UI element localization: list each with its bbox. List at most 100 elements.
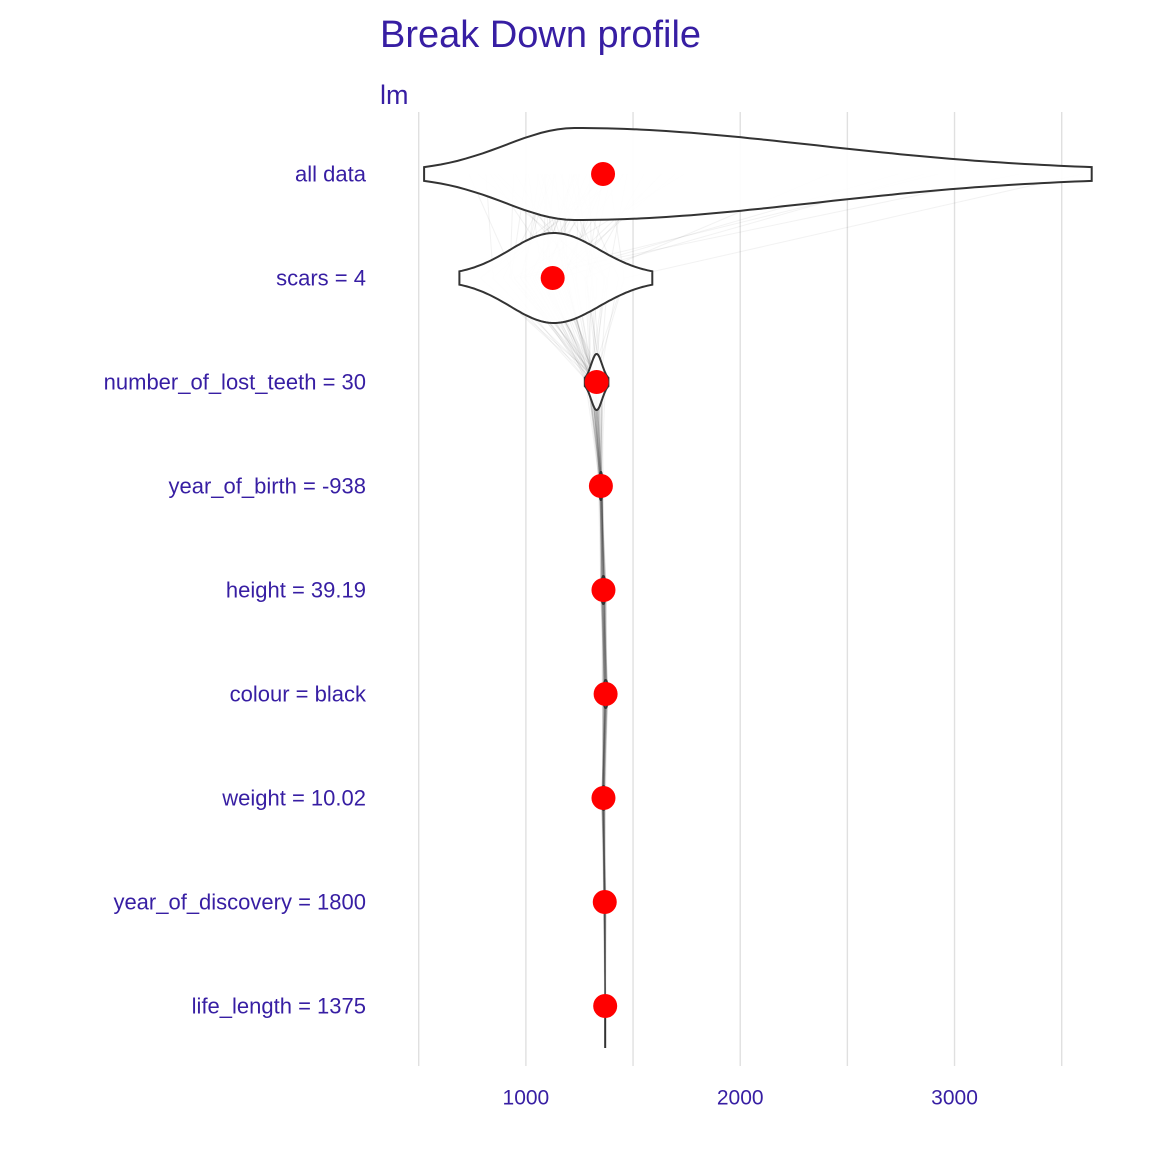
observation-path (603, 797, 607, 903)
grid-lines (418, 112, 1063, 1066)
observation-path (602, 693, 605, 799)
observation-path (600, 485, 604, 591)
observation-path (602, 797, 606, 903)
observation-path (602, 589, 608, 695)
y-tick-label: number_of_lost_teeth = 30 (104, 370, 366, 395)
observation-path (603, 901, 606, 1007)
observation-path (598, 485, 606, 591)
observation-path (601, 797, 605, 903)
observation-path (599, 485, 603, 591)
observation-path (601, 693, 606, 799)
observation-path (601, 589, 609, 695)
observation-path (599, 485, 606, 591)
observation-path (602, 589, 605, 695)
observation-path (600, 485, 607, 591)
observation-path (601, 485, 605, 591)
observation-path (605, 589, 608, 695)
observation-path (600, 485, 607, 591)
observation-path (604, 901, 606, 1007)
observation-path (603, 797, 607, 903)
observation-path (599, 485, 608, 591)
observation-path (602, 693, 606, 799)
observation-path (602, 797, 605, 903)
observation-path (603, 901, 606, 1007)
observation-path (601, 485, 605, 591)
observation-path (603, 901, 606, 1007)
observation-path (602, 693, 605, 799)
observation-path (601, 485, 604, 591)
observation-path (587, 381, 601, 487)
observation-path (602, 797, 606, 903)
observation-path (602, 797, 606, 903)
observation-path (602, 797, 606, 903)
observation-path (599, 485, 606, 591)
y-tick-label: year_of_birth = -938 (168, 474, 366, 499)
mean-point (540, 266, 565, 290)
observation-path (599, 485, 602, 591)
observation-path (602, 693, 606, 799)
y-tick-label: scars = 4 (276, 266, 366, 291)
observation-path (599, 485, 603, 591)
observation-path (601, 693, 608, 799)
observation-path (602, 797, 606, 903)
observation-path (602, 589, 606, 695)
observation-path (602, 797, 605, 903)
observation-path (602, 589, 606, 695)
x-axis-labels: 1000 2000 3000 (503, 1087, 978, 1110)
observation-path (600, 589, 606, 695)
observation-path (603, 589, 609, 695)
observation-path (602, 693, 607, 799)
y-tick-label: life_length = 1375 (192, 994, 366, 1019)
observation-path (600, 485, 605, 591)
observation-path (603, 693, 609, 799)
observation-path (599, 485, 603, 591)
observation-path (602, 693, 607, 799)
observation-path (602, 693, 606, 799)
observation-path (602, 797, 605, 903)
violins (423, 127, 1093, 1013)
observation-path (604, 901, 607, 1007)
x-tick-label: 1000 (503, 1087, 550, 1110)
observation-path (601, 485, 604, 591)
observation-path (602, 797, 607, 903)
observation-path (601, 589, 606, 695)
chart-title: Break Down profile (380, 14, 702, 56)
observation-path (599, 485, 605, 591)
observation-path (603, 797, 605, 903)
observation-path (600, 485, 606, 591)
observation-path (602, 693, 606, 799)
observation-path (601, 693, 607, 799)
observation-path (603, 589, 607, 695)
observation-path (602, 797, 605, 903)
observation-path (601, 589, 606, 695)
observation-path (600, 693, 608, 799)
observation-path (602, 797, 605, 903)
observation-path (602, 693, 606, 799)
mean-point (593, 682, 618, 706)
observation-path (602, 693, 607, 799)
mean-point (592, 890, 617, 914)
observation-path (604, 901, 606, 1007)
observation-path (602, 797, 606, 903)
observation-path (603, 589, 608, 695)
observation-path (603, 901, 606, 1007)
mean-point (593, 994, 618, 1018)
observation-path (600, 381, 606, 487)
observation-path (602, 797, 606, 903)
observation-path (604, 901, 607, 1007)
observation-path (600, 485, 604, 591)
observation-path (601, 693, 607, 799)
observation-path (600, 485, 606, 591)
observation-path (603, 901, 606, 1007)
observation-path (599, 485, 605, 591)
observation-path (604, 589, 607, 695)
observation-path (605, 693, 608, 799)
observation-path (602, 693, 606, 799)
observation-path (624, 173, 1083, 279)
observation-path (601, 589, 604, 695)
y-tick-label: colour = black (230, 682, 367, 707)
observation-path (603, 589, 606, 695)
observation-path (603, 797, 606, 903)
